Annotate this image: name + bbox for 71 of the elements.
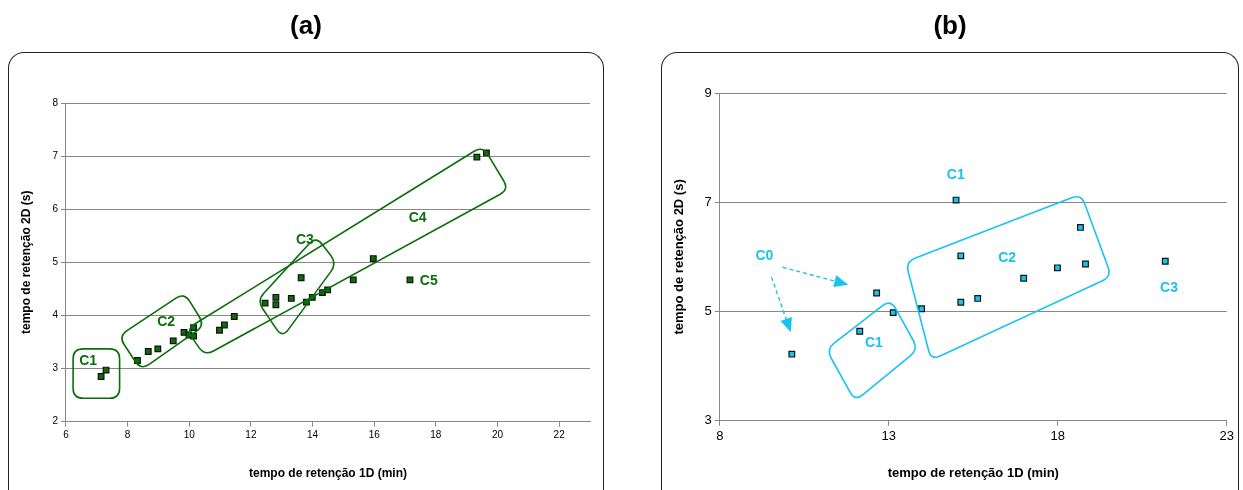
x-tick-label: 14: [307, 429, 319, 441]
x-tick-label: 12: [245, 429, 257, 441]
point: [369, 255, 377, 263]
chart-title: (a): [289, 10, 323, 41]
x-tick-label: 6: [63, 429, 70, 441]
point: [889, 309, 897, 317]
y-axis-title: tempo de retenção 2D (s): [18, 190, 33, 334]
annotation: C2: [998, 249, 1017, 266]
x-tick-label: 10: [183, 429, 196, 441]
x-tick-label: 16: [368, 429, 381, 441]
y-tick-label: 3: [52, 362, 59, 374]
point: [287, 294, 295, 302]
y-tick-label: 6: [52, 202, 59, 214]
y-tick-label: 2: [52, 415, 59, 427]
annotation: C3: [1160, 279, 1179, 296]
x-tick-label: 22: [553, 429, 566, 441]
y-tick-label: 8: [52, 96, 59, 108]
annotation: C5: [419, 271, 438, 288]
point: [102, 366, 110, 374]
annotation: C2: [157, 312, 176, 329]
point: [154, 345, 162, 353]
y-tick-label: 9: [704, 84, 712, 100]
point: [957, 252, 965, 260]
point: [974, 294, 982, 302]
x-tick-label: 18: [430, 429, 442, 441]
annotation: C4: [408, 208, 427, 225]
point: [1054, 264, 1061, 272]
y-tick-label: 5: [52, 256, 59, 268]
point: [473, 153, 481, 161]
annotation: C3: [295, 230, 315, 247]
chart-title: (b): [932, 10, 968, 41]
annotation: C1: [946, 165, 965, 182]
point: [918, 305, 926, 313]
x-tick-label: 23: [1219, 428, 1234, 444]
point: [1161, 257, 1169, 265]
point: [220, 321, 228, 329]
point: [1077, 223, 1084, 231]
point: [406, 276, 414, 284]
annotation: C1: [864, 334, 884, 351]
point: [272, 301, 280, 309]
x-tick-label: 8: [716, 428, 724, 444]
point: [97, 373, 105, 380]
point: [1082, 260, 1089, 268]
y-tick-label: 4: [52, 309, 59, 321]
x-tick-label: 18: [1050, 428, 1066, 444]
point: [216, 326, 223, 334]
x-axis-title: tempo de retenção 1D (min): [248, 466, 407, 481]
point: [297, 274, 305, 282]
point: [272, 293, 280, 301]
y-tick-label: 3: [704, 412, 712, 428]
point: [952, 196, 960, 204]
point: [1020, 274, 1028, 282]
point: [957, 298, 965, 306]
y-axis-title: tempo de retenção 2D (s): [671, 179, 687, 335]
y-tick-label: 7: [704, 193, 712, 209]
point: [856, 327, 864, 335]
annotation: C1: [79, 352, 98, 369]
point: [261, 299, 269, 307]
y-tick-label: 7: [52, 149, 59, 161]
x-tick-label: 13: [881, 428, 897, 444]
x-axis-title: tempo de retenção 1D (min): [887, 464, 1059, 480]
point: [788, 350, 796, 358]
y-tick-label: 5: [704, 303, 712, 319]
point: [873, 289, 881, 297]
x-tick-label: 20: [491, 429, 504, 441]
x-tick-label: 8: [124, 429, 131, 441]
point: [230, 313, 238, 320]
annotation: C0: [755, 247, 774, 264]
point: [144, 348, 152, 355]
point: [349, 276, 357, 284]
point: [169, 337, 177, 345]
